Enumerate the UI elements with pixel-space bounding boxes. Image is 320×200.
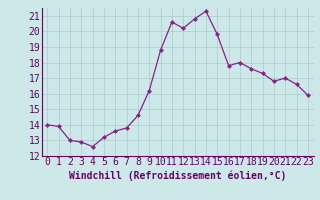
X-axis label: Windchill (Refroidissement éolien,°C): Windchill (Refroidissement éolien,°C) [69, 170, 286, 181]
